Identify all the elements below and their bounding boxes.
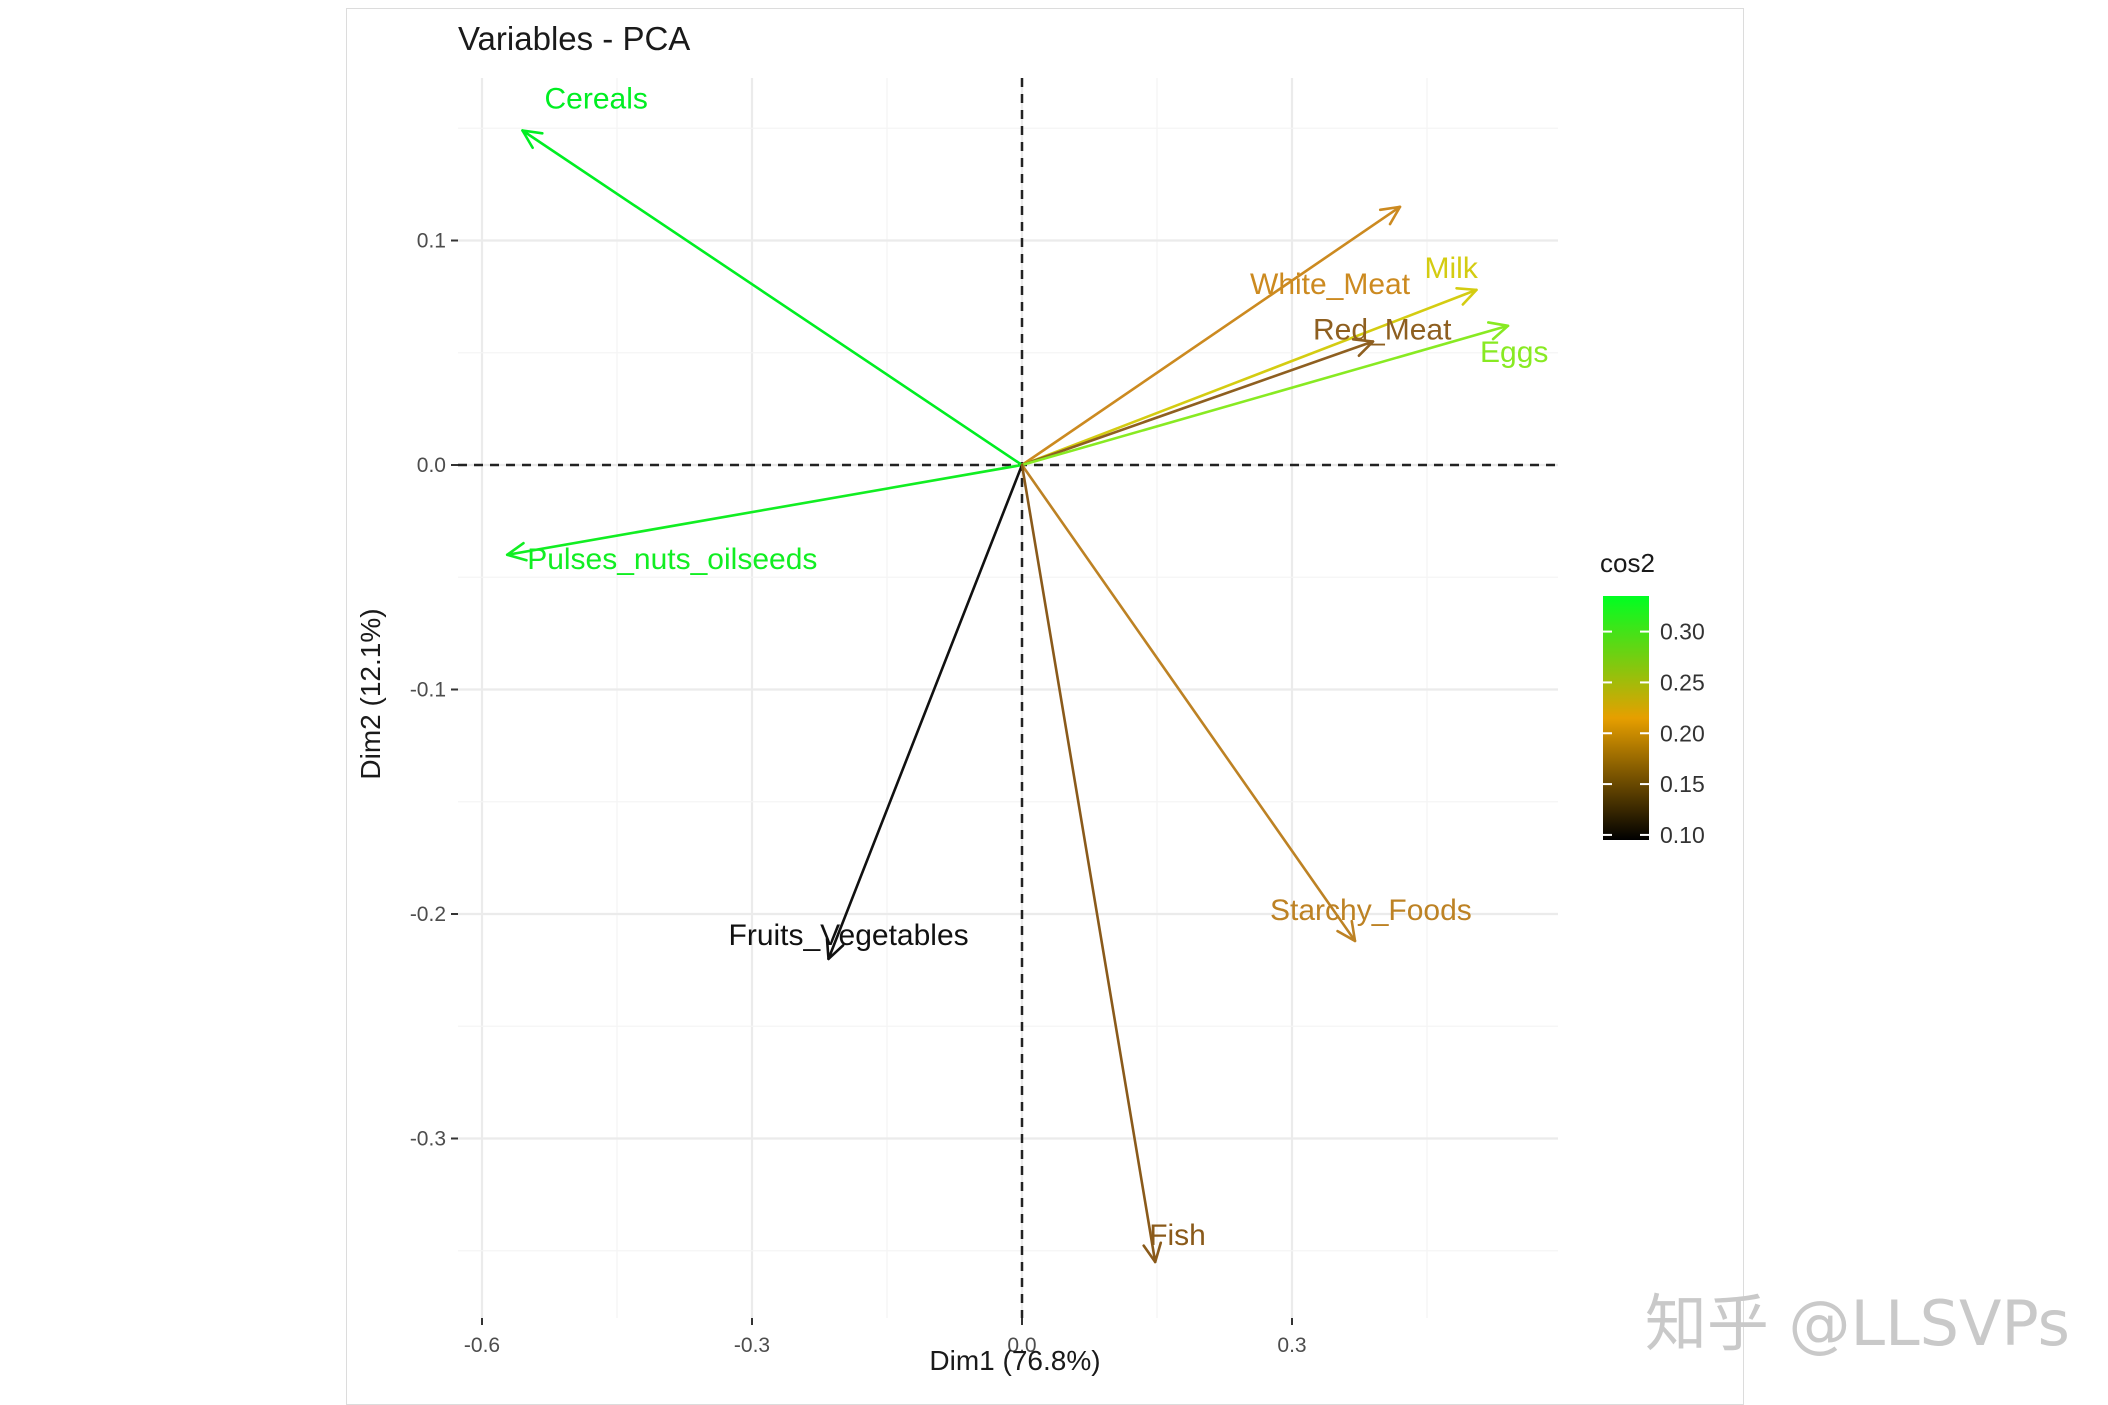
variable-label: Cereals — [545, 82, 648, 115]
arrow-shaft — [1020, 324, 1510, 467]
variable-label: Fruits_Vegetables — [729, 919, 969, 952]
x-tick-label: 0.0 — [1007, 1334, 1036, 1357]
cos2-legend: cos2 0.30 0.25 0.20 0.15 0.10 — [1600, 548, 1705, 848]
grid — [458, 78, 1558, 1318]
arrow-shaft — [505, 463, 1024, 557]
y-tick-label: 0.1 — [417, 230, 446, 253]
legend-tick-label: 0.30 — [1660, 619, 1705, 645]
axes: -0.6 -0.3 0.0 0.3 0.1 0.0 -0.1 -0.2 -0.3 — [410, 230, 1307, 1358]
legend-tick-label: 0.15 — [1660, 771, 1705, 797]
reference-lines — [458, 78, 1558, 1318]
x-axis-title: Dim1 (76.8%) — [929, 1345, 1100, 1376]
arrow-head — [1486, 321, 1510, 341]
arrow-shaft — [1020, 463, 1157, 1264]
y-tick-label: 0.0 — [417, 454, 446, 477]
arrow-head — [825, 937, 845, 961]
variable-label: Milk — [1425, 252, 1479, 285]
arrow-head — [1142, 1241, 1163, 1264]
x-tick-label: 0.3 — [1277, 1334, 1306, 1357]
variable-label: Fish — [1149, 1219, 1206, 1252]
arrow-head — [1378, 205, 1402, 226]
y-tick-label: -0.2 — [410, 903, 446, 926]
y-axis-title: Dim2 (12.1%) — [355, 608, 386, 779]
x-tick-label: -0.3 — [734, 1334, 770, 1357]
variable-label: Pulses_nuts_oilseeds — [527, 543, 817, 576]
arrow-shaft — [1020, 463, 1357, 943]
x-tick-label: -0.6 — [464, 1334, 500, 1357]
watermark: 知乎 @LLSVPs — [1645, 1287, 2070, 1360]
arrow-head — [1336, 919, 1357, 943]
y-tick-label: -0.1 — [410, 679, 446, 702]
chart-title: Variables - PCA — [458, 20, 690, 57]
variable-label: Eggs — [1480, 336, 1548, 369]
y-tick-label: -0.3 — [410, 1128, 446, 1151]
arrow-shaft — [521, 129, 1024, 467]
legend-tick-label: 0.20 — [1660, 720, 1705, 746]
variable-labels: Cereals Pulses_nuts_oilseeds White_Meat Mil… — [527, 82, 1548, 1251]
arrow-head — [1455, 286, 1478, 306]
arrow-shaft — [1020, 340, 1375, 467]
arrow-shaft — [1020, 288, 1478, 467]
legend-tick-label: 0.10 — [1660, 822, 1705, 848]
variable-label: Starchy_Foods — [1270, 894, 1472, 927]
variable-label: White_Meat — [1250, 268, 1411, 301]
variable-arrows — [505, 129, 1510, 1264]
legend-ticks: 0.30 0.25 0.20 0.15 0.10 — [1603, 619, 1705, 848]
legend-colorbar — [1603, 596, 1649, 840]
legend-tick-label: 0.25 — [1660, 669, 1705, 695]
arrow-head — [505, 541, 528, 562]
arrow-shaft — [1020, 205, 1402, 467]
variable-label: Red_Meat — [1313, 314, 1452, 347]
legend-title: cos2 — [1600, 548, 1655, 578]
arrow-head — [521, 129, 544, 150]
arrow-head — [1351, 338, 1375, 357]
arrow-shaft — [827, 463, 1024, 961]
